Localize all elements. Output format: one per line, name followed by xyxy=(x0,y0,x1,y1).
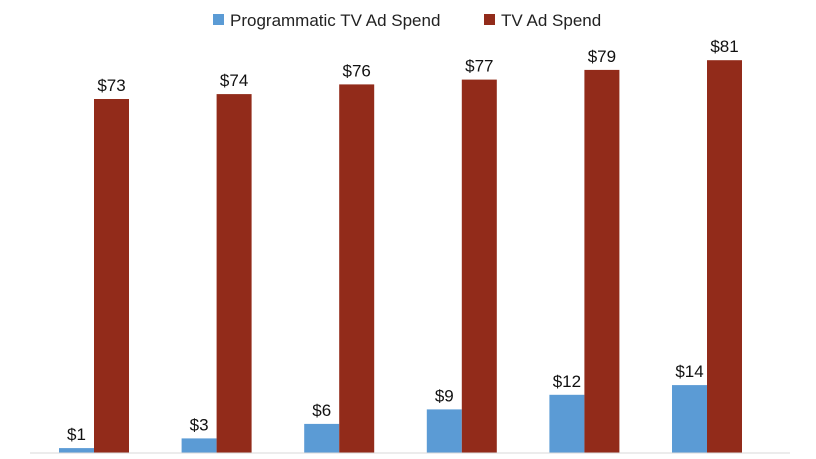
data-label-programmatic-5: $12 xyxy=(553,372,581,391)
data-label-programmatic-2: $3 xyxy=(190,415,209,434)
bar-group-3: $6 $76 xyxy=(304,61,375,454)
bar-programmatic-5 xyxy=(549,394,585,453)
data-label-tv-4: $77 xyxy=(465,57,493,76)
bar-group-4: $9 $77 xyxy=(426,57,497,453)
bar-tv-5 xyxy=(584,69,620,454)
bar-tv-1 xyxy=(94,99,129,453)
data-label-tv-6: $81 xyxy=(710,37,738,56)
data-label-programmatic-3: $6 xyxy=(312,401,331,420)
bar-group-1: $1 $73 xyxy=(59,76,129,453)
bar-programmatic-3 xyxy=(304,423,340,453)
bar-programmatic-6 xyxy=(672,385,707,453)
bar-group-2: $3 $74 xyxy=(181,71,252,453)
data-label-tv-3: $76 xyxy=(343,61,371,80)
bar-tv-4 xyxy=(461,79,497,453)
data-label-programmatic-4: $9 xyxy=(435,386,454,405)
bar-group-6: $14 $81 xyxy=(672,37,742,453)
legend-swatch-tv xyxy=(484,14,495,25)
bar-tv-3 xyxy=(339,84,375,454)
legend-swatch-programmatic xyxy=(213,14,224,25)
data-label-programmatic-1: $1 xyxy=(67,425,86,444)
legend-label-programmatic: Programmatic TV Ad Spend xyxy=(230,11,440,30)
legend-item-programmatic: Programmatic TV Ad Spend xyxy=(213,11,440,30)
data-label-tv-2: $74 xyxy=(220,71,248,90)
data-label-tv-5: $79 xyxy=(588,47,616,66)
legend-label-tv: TV Ad Spend xyxy=(501,11,601,30)
legend-item-tv: TV Ad Spend xyxy=(484,11,601,30)
bar-programmatic-2 xyxy=(181,438,217,453)
bar-tv-2 xyxy=(216,94,252,453)
plot-area: $1 $73 $3 $74 $6 $76 $9 $77 $12 $79 $14 $81 xyxy=(59,37,742,454)
bar-programmatic-4 xyxy=(426,409,462,453)
bar-tv-6 xyxy=(707,60,742,453)
bar-group-5: $12 $79 xyxy=(549,47,620,454)
legend: Programmatic TV Ad Spend TV Ad Spend xyxy=(213,11,601,30)
bar-programmatic-1 xyxy=(59,448,94,453)
data-label-tv-1: $73 xyxy=(97,76,125,95)
data-label-programmatic-6: $14 xyxy=(675,362,703,381)
